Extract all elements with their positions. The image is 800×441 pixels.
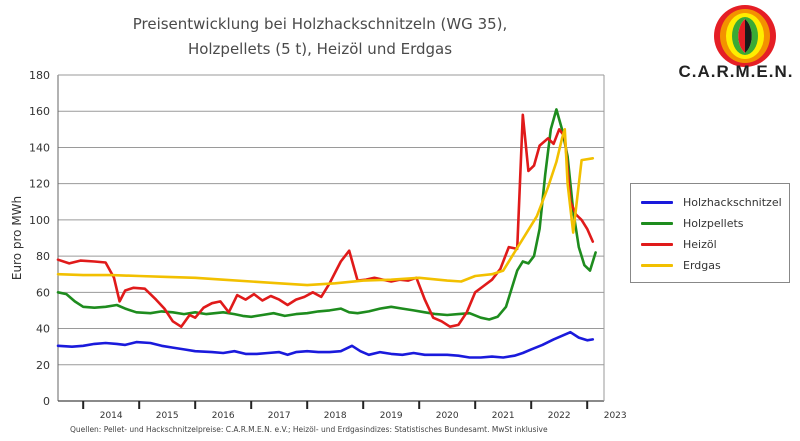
legend-item: Holzpellets [641, 213, 789, 234]
y-tick-label: 80 [36, 250, 50, 263]
chart-title-line-1: Preisentwicklung bei Holzhackschnitzeln … [132, 15, 508, 33]
chart-title-line-2: Holzpellets (5 t), Heizöl und Erdgas [187, 40, 453, 58]
y-tick-label: 20 [36, 359, 50, 372]
legend-swatch [641, 201, 673, 204]
x-tick-label: 2022 [548, 411, 571, 421]
carmen-logo [714, 5, 776, 67]
legend-label: Heizöl [683, 238, 717, 251]
legend-swatch [641, 243, 673, 246]
x-tick-label: 2019 [380, 411, 403, 421]
series-line-holzhackschnitzel [56, 330, 595, 359]
legend-swatch [641, 222, 673, 225]
axis-labels: 0 20 40 60 80 100 120 140 160 180 2014 2015 2016 2017… [10, 69, 627, 421]
y-tick-label: 40 [36, 323, 50, 336]
series-lines [56, 108, 597, 359]
chart-title: Preisentwicklung bei Holzhackschnitzeln … [100, 12, 540, 62]
x-tick-label: 2020 [436, 411, 459, 421]
y-tick-label: 100 [29, 214, 50, 227]
legend-label: Erdgas [683, 259, 721, 272]
x-tick-label: 2017 [268, 411, 291, 421]
x-tick-label: 2023 [604, 411, 627, 421]
y-tick-label: 140 [29, 141, 50, 154]
legend-item: Heizöl [641, 234, 789, 255]
x-tick-label: 2016 [212, 411, 235, 421]
series-line-heiz-l [56, 113, 595, 329]
legend-swatch [641, 264, 673, 267]
y-tick-label: 60 [36, 286, 50, 299]
y-tick-label: 180 [29, 69, 50, 82]
source-note: Quellen: Pellet- und Hackschnitzelpreise… [70, 425, 548, 434]
x-tick-label: 2014 [100, 411, 123, 421]
x-tick-label: 2021 [492, 411, 515, 421]
series-line-holzpellets [56, 108, 597, 321]
x-tick-label: 2015 [156, 411, 179, 421]
series-line-erdgas [56, 128, 595, 287]
y-axis-title: Euro pro MWh [10, 196, 24, 280]
x-tick-label: 2018 [324, 411, 347, 421]
logo-text: C.A.R.M.E.N. [678, 62, 794, 81]
legend-label: Holzhackschnitzel [683, 196, 782, 209]
legend-item: Erdgas [641, 255, 789, 276]
legend: Holzhackschnitzel Holzpellets Heizöl Erdgas [630, 183, 790, 283]
y-tick-label: 0 [43, 395, 50, 408]
y-tick-label: 120 [29, 178, 50, 191]
y-tick-label: 160 [29, 105, 50, 118]
legend-label: Holzpellets [683, 217, 744, 230]
legend-item: Holzhackschnitzel [641, 192, 789, 213]
